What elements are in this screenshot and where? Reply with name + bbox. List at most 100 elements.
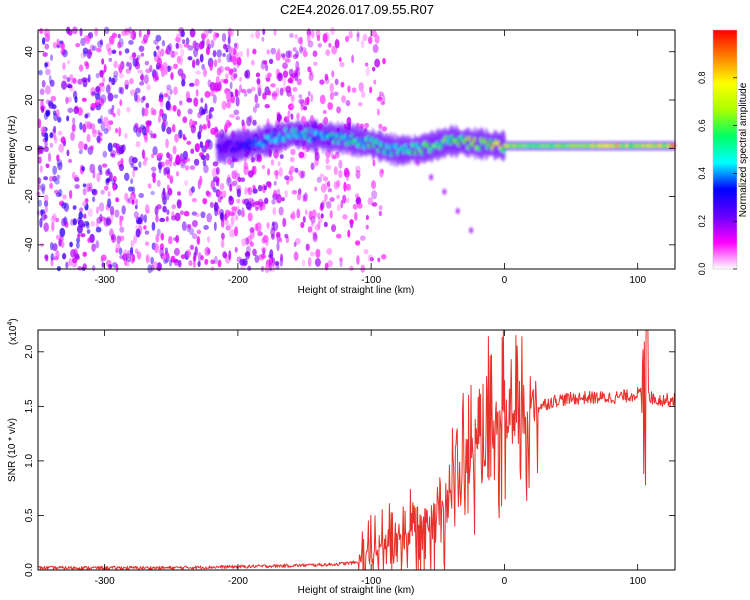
- noise-speckle: [221, 190, 227, 198]
- noise-speckle: [91, 243, 96, 252]
- noise-speckle: [270, 47, 277, 55]
- noise-speckle: [270, 83, 276, 88]
- noise-speckle: [314, 224, 321, 232]
- noise-speckle: [299, 36, 303, 47]
- noise-speckle: [292, 87, 298, 92]
- noise-speckle: [138, 161, 142, 168]
- snr-x-label: Height of straight line (km): [298, 585, 415, 596]
- noise-speckle: [320, 183, 327, 193]
- noise-speckle: [118, 147, 125, 155]
- noise-speckle: [228, 195, 233, 201]
- noise-speckle: [137, 69, 143, 74]
- snr-frame: [37, 329, 676, 571]
- noise-speckle: [253, 165, 257, 175]
- noise-speckle: [322, 33, 328, 43]
- noise-speckle: [167, 65, 171, 73]
- noise-speckle: [311, 209, 317, 219]
- noise-speckle: [333, 91, 339, 97]
- noise-speckle: [219, 183, 225, 191]
- noise-speckle: [130, 239, 135, 248]
- noise-speckle: [206, 114, 210, 123]
- noise-speckle: [231, 170, 237, 180]
- noise-speckle: [68, 258, 73, 267]
- noise-speckle: [155, 34, 162, 42]
- noise-speckle: [254, 93, 259, 104]
- noise-speckle: [266, 49, 270, 55]
- noise-speckle: [229, 52, 235, 63]
- noise-speckle: [83, 213, 87, 219]
- noise-speckle: [333, 181, 339, 190]
- noise-speckle: [94, 27, 99, 37]
- branch-point: [455, 208, 460, 215]
- noise-speckle: [203, 164, 209, 174]
- noise-speckle: [338, 169, 343, 179]
- colorbar-tick-label: 0.2: [697, 215, 707, 228]
- noise-speckle: [277, 72, 284, 82]
- noise-speckle: [38, 69, 43, 76]
- noise-speckle: [68, 29, 73, 36]
- noise-speckle: [167, 95, 171, 101]
- noise-speckle: [176, 108, 181, 117]
- noise-speckle: [324, 73, 329, 81]
- noise-speckle: [186, 140, 192, 145]
- noise-speckle: [175, 234, 180, 244]
- noise-speckle: [145, 254, 149, 264]
- noise-speckle: [336, 106, 341, 114]
- noise-speckle: [363, 248, 369, 255]
- noise-speckle: [290, 94, 295, 102]
- noise-speckle: [190, 124, 196, 134]
- noise-speckle: [273, 149, 279, 159]
- x-tick-label: 100: [629, 275, 646, 286]
- noise-speckle: [142, 160, 147, 166]
- noise-speckle: [61, 80, 67, 90]
- noise-speckle: [204, 258, 209, 265]
- noise-speckle: [51, 221, 55, 232]
- noise-speckle: [187, 224, 192, 229]
- noise-speckle: [53, 125, 57, 134]
- noise-speckle: [60, 136, 66, 144]
- noise-speckle: [217, 57, 222, 64]
- noise-speckle: [302, 50, 308, 58]
- y-tick-label: 40: [24, 46, 35, 58]
- noise-speckle: [119, 255, 124, 260]
- noise-speckle: [245, 250, 251, 260]
- noise-speckle: [79, 27, 83, 37]
- noise-speckle: [160, 232, 165, 241]
- noise-speckle: [39, 28, 44, 34]
- noise-speckle: [364, 62, 369, 67]
- noise-speckle: [345, 197, 350, 204]
- noise-speckle: [186, 223, 191, 233]
- figure-title: C2E4.2026.017.09.55.R07: [280, 2, 434, 17]
- noise-speckle: [328, 42, 332, 48]
- noise-speckle: [70, 76, 74, 84]
- noise-speckle: [355, 165, 361, 173]
- noise-speckle: [176, 191, 182, 196]
- noise-speckle: [273, 170, 280, 176]
- noise-speckle: [117, 63, 123, 72]
- noise-speckle: [367, 254, 373, 262]
- noise-speckle: [98, 132, 103, 137]
- noise-speckle: [330, 27, 336, 36]
- noise-speckle: [63, 202, 70, 212]
- noise-speckle: [329, 92, 334, 101]
- noise-speckle-group: [36, 26, 388, 274]
- noise-speckle: [109, 152, 114, 157]
- noise-speckle: [112, 181, 117, 192]
- noise-speckle: [107, 92, 114, 102]
- noise-speckle: [56, 154, 60, 162]
- noise-speckle: [276, 48, 281, 58]
- noise-speckle: [137, 127, 143, 133]
- noise-speckle: [207, 139, 213, 150]
- noise-speckle: [201, 124, 207, 130]
- noise-speckle: [99, 39, 103, 46]
- noise-speckle: [232, 67, 238, 73]
- noise-speckle: [162, 118, 166, 128]
- noise-speckle: [296, 208, 301, 219]
- noise-speckle: [180, 158, 185, 167]
- noise-speckle: [150, 264, 155, 272]
- noise-speckle: [299, 99, 306, 107]
- noise-speckle: [271, 92, 277, 97]
- noise-speckle: [157, 50, 161, 60]
- noise-speckle: [351, 87, 357, 93]
